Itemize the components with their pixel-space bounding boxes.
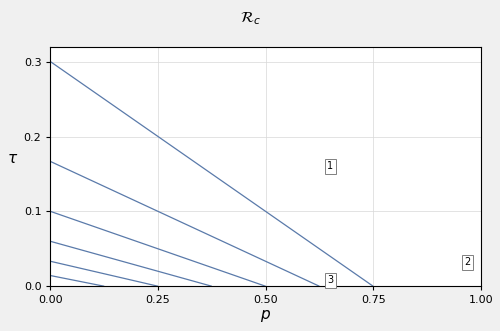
Y-axis label: $\tau$: $\tau$ (7, 152, 18, 166)
Text: 3: 3 (327, 275, 333, 285)
Text: $\mathcal{R}_c$: $\mathcal{R}_c$ (240, 10, 260, 26)
Text: 2: 2 (464, 257, 471, 267)
X-axis label: $p$: $p$ (260, 308, 271, 324)
Text: 1: 1 (327, 162, 333, 171)
